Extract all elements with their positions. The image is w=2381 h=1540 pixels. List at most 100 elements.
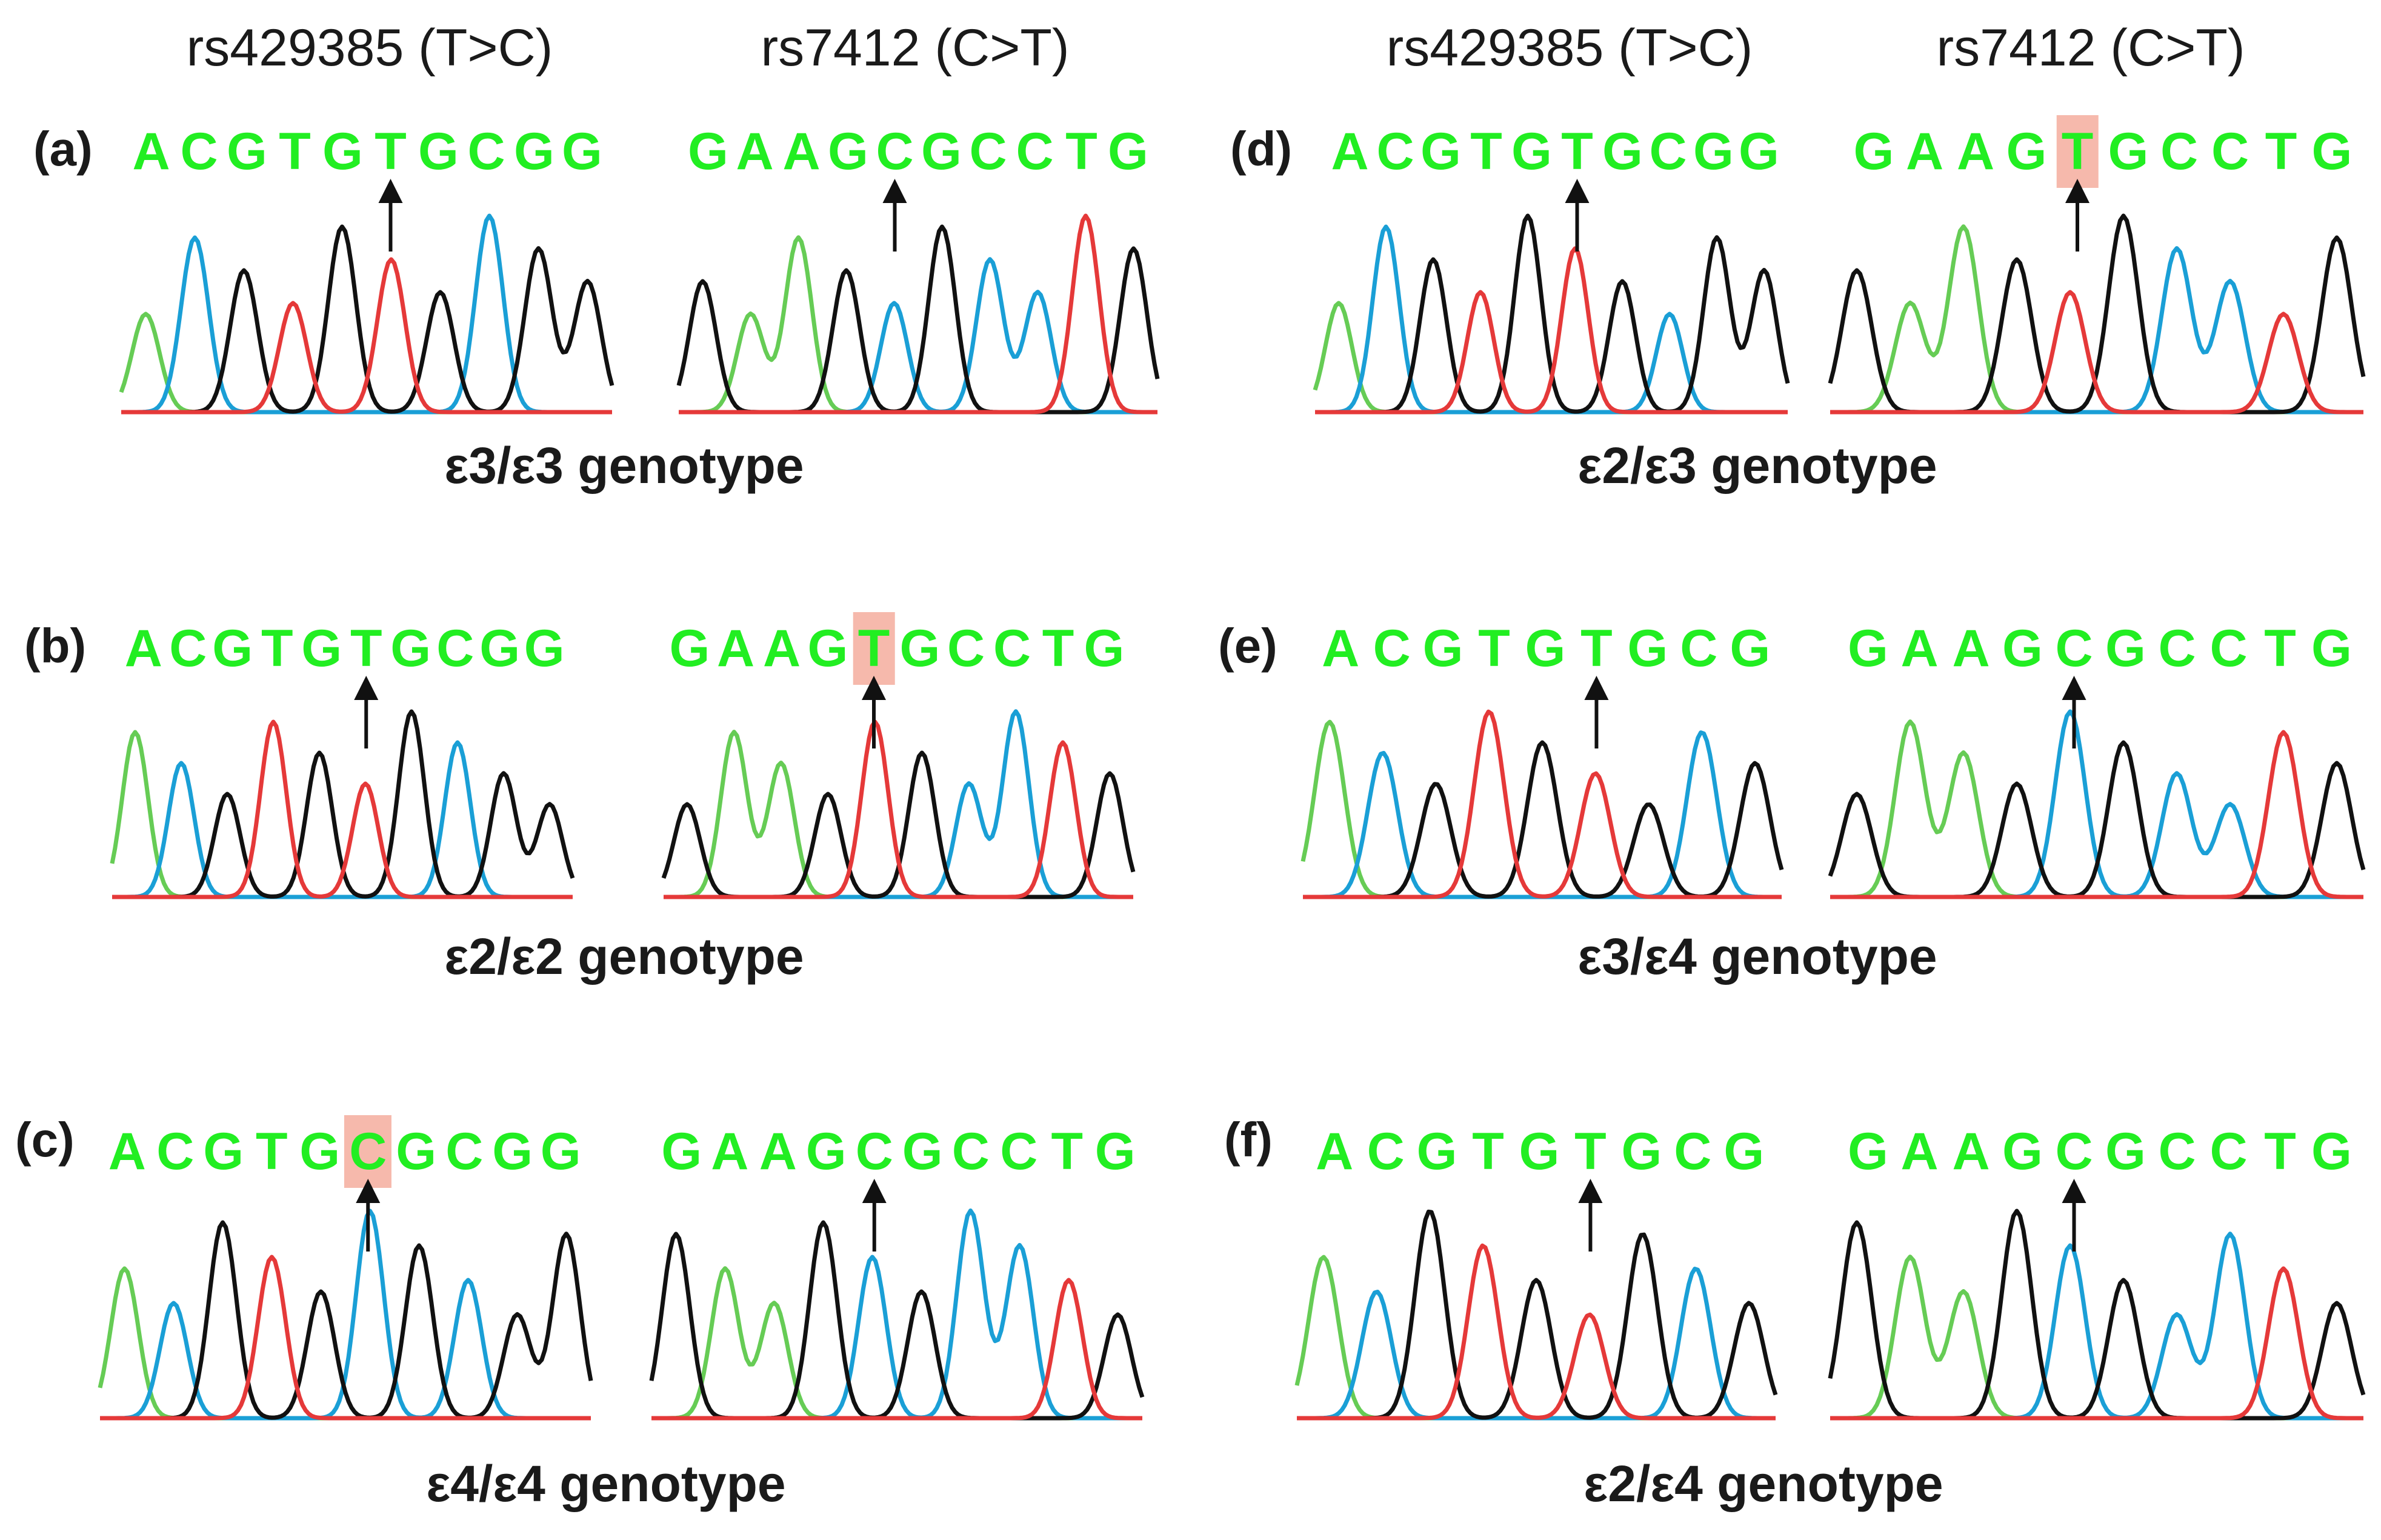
sequence-base: C [436,619,475,678]
genotype-label: ε2/ε2 genotype [444,928,804,985]
sequence-base: C [1680,619,1718,678]
sequence-base: T [1580,619,1613,678]
sequence-base: G [1848,1122,1888,1181]
trace-C [121,213,612,415]
sequence-base: G [1084,619,1125,678]
mutation-arrow-head [2062,1179,2086,1203]
column-header-rs429385-right: rs429385 (T>C) [1386,19,1753,77]
sequence-base: G [1422,619,1464,678]
trace-T [100,1255,591,1421]
sequence-base: T [1065,122,1097,181]
sequence-base: G [1420,122,1461,181]
column-header-rs7412-left: rs7412 (C>T) [761,19,1070,77]
mutation-arrow-head [882,179,907,203]
sequence-base: C [180,122,218,181]
sequence-base: G [1723,1122,1765,1181]
sequence-base: C [169,619,207,678]
sequence-base: T [2264,1122,2296,1181]
sequence-base: C [2160,122,2199,181]
mutation-arrow-head [862,676,886,700]
panel-label: (c) [15,1113,75,1167]
panel-label: (b) [24,619,87,673]
mutation-arrow-head [356,1179,381,1203]
trace-T [121,257,612,415]
sequence-base: T [853,612,895,685]
sequence-base: G [921,122,962,181]
sequence-base: G [390,619,431,678]
genotype-label: ε2/ε3 genotype [1577,437,1937,494]
sequence-base: G [807,619,848,678]
sequence-base: C [344,1115,392,1188]
sequence-base: C [2210,1122,2248,1181]
sequence-base: C [1373,619,1411,678]
sequence-base: G [1094,1122,1136,1181]
mutation-arrow-head [378,179,403,203]
mutation-arrow-head [862,1179,887,1203]
sequence-base: G [2002,1122,2043,1181]
sequence-base: T [261,619,293,678]
panel-label: (e) [1218,619,1277,673]
sequence-base: C [2158,619,2196,678]
sequence-base: C [993,619,1031,678]
sequence-base: C [156,1122,195,1181]
sequence-base: T [279,122,311,181]
sequence-base: C [969,122,1007,181]
trace-T [1297,1243,1776,1421]
sequence-base: T [375,122,407,181]
mutation-arrow-head [1584,676,1609,700]
trace-T [664,719,1133,899]
sequence-base: G [828,122,868,181]
sequence-base: G [514,122,554,181]
trace-T [679,213,1157,415]
sequence-base: G [562,122,602,181]
sequence-base: G [396,1122,437,1181]
sequence-base: G [661,1122,702,1181]
trace-C [1303,730,1782,899]
trace-G [1828,740,2366,899]
sequence-base: A [759,1122,797,1181]
trace-C [679,257,1157,415]
sequence-base: G [492,1122,533,1181]
sequence-base: A [1905,122,1944,181]
column-header-rs7412-right: rs7412 (C>T) [1936,19,2245,77]
sequence-base: C [467,122,505,181]
sequence-base: T [1478,619,1510,678]
sequence-base: A [1956,122,1995,181]
sequence-base: T [255,1122,288,1181]
trace-T [1830,1266,2363,1421]
sequence-base: G [899,619,941,678]
sequence-base: C [1674,1122,1712,1181]
sequence-base: C [855,1122,893,1181]
sequence-base: G [2108,122,2149,181]
trace-T [1315,246,1788,415]
sequence-base: A [736,122,774,181]
sequence-base: A [1322,619,1360,678]
trace-T [651,1278,1142,1421]
sequence-base: A [762,619,801,678]
sequence-base: G [299,1122,341,1181]
sequence-base: G [688,122,728,181]
sequence-base: T [1561,122,1593,181]
sequence-base: G [2105,619,2146,678]
sequence-base: C [951,1122,990,1181]
sequence-base: C [1016,122,1054,181]
sequence-base: T [2264,619,2296,678]
sequence-base: C [1367,1122,1405,1181]
genotype-label: ε3/ε3 genotype [444,437,804,494]
sequence-base: G [212,619,253,678]
trace-G [100,1220,593,1421]
sequence-base: G [2002,619,2043,678]
sequence-base: C [2210,619,2248,678]
sequence-base: T [350,619,382,678]
sequence-base: G [902,1122,943,1181]
trace-T [1830,290,2363,415]
trace-G [649,1220,1145,1421]
panel-label: (d) [1230,122,1293,176]
mutation-arrow-head [2065,179,2090,203]
sequence-base: G [1416,1122,1457,1181]
sequence-base: A [711,1122,749,1181]
sequence-base: C [2211,122,2249,181]
sequence-base: A [1316,1122,1354,1181]
sequence-base: T [1051,1122,1084,1181]
